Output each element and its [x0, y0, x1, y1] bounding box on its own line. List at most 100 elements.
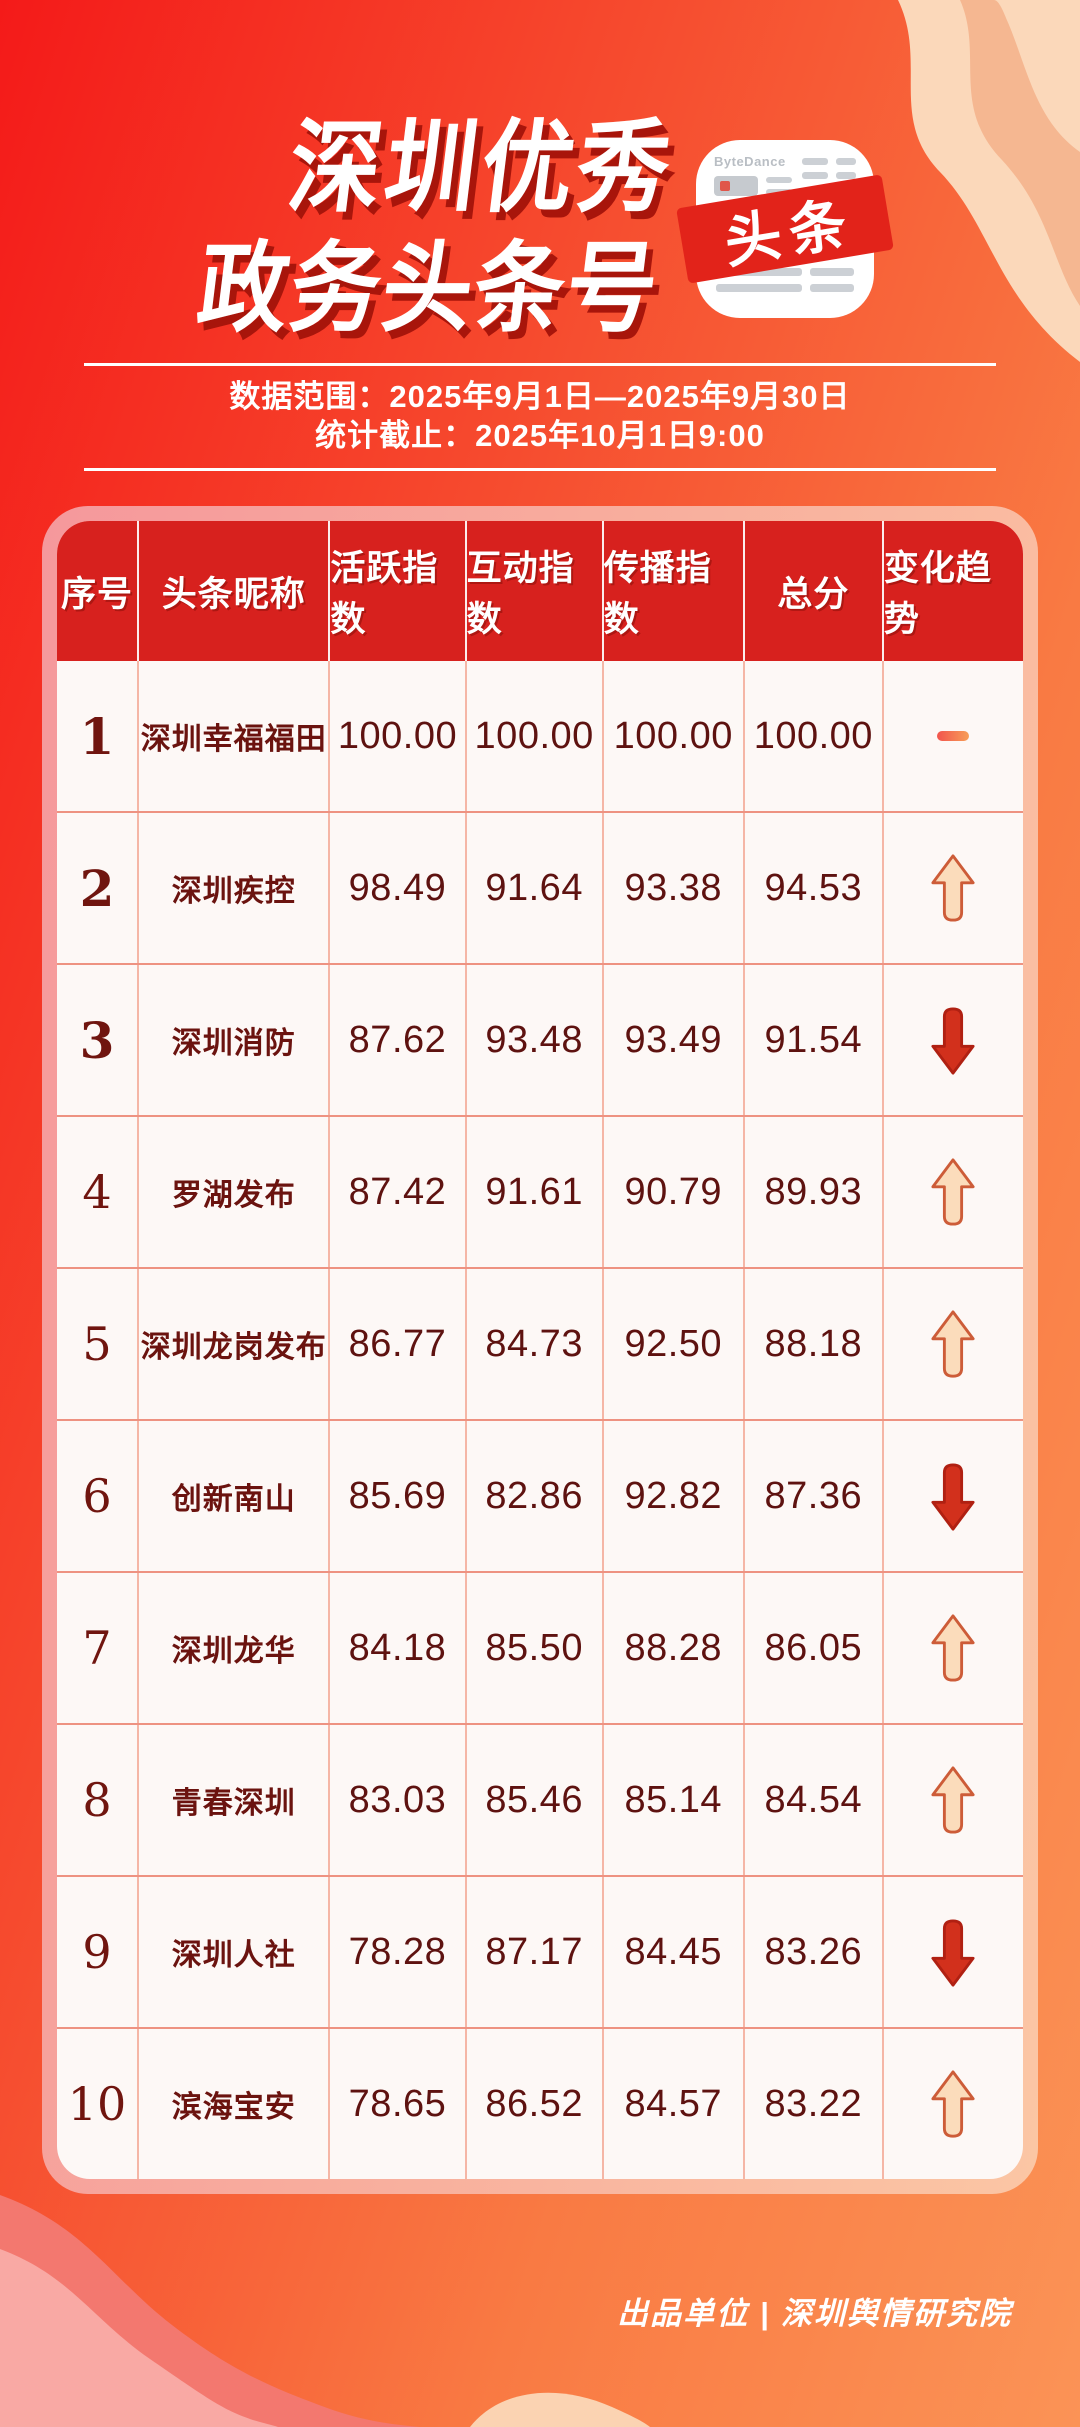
active-index-cell: 83.03	[330, 1725, 467, 1875]
spread-index-cell: 84.45	[604, 1877, 745, 2027]
ranking-table: 序号 头条昵称 活跃指数 互动指数 传播指数 总分 变化趋势 1 深圳幸福福田 100.00 10…	[57, 521, 1023, 2179]
total-score-value: 94.53	[764, 866, 863, 909]
account-name: 深圳幸福福田	[140, 723, 327, 756]
interact-index-value: 93.48	[485, 1018, 583, 1061]
active-index-value: 85.69	[348, 1474, 447, 1517]
total-score-cell: 88.18	[745, 1269, 884, 1419]
table-row: 5 深圳龙岗发布 86.77 84.73 92.50 88.18	[57, 1267, 1023, 1419]
rank-cell: 8	[57, 1725, 140, 1875]
newspaper-line	[802, 172, 828, 180]
active-index-cell: 78.28	[330, 1877, 467, 2027]
name-cell: 深圳人社	[139, 1877, 331, 2027]
spread-index-value: 93.49	[624, 1018, 723, 1061]
spread-index-cell: 85.14	[604, 1725, 745, 1875]
account-name: 深圳人社	[171, 1939, 296, 1972]
total-score-cell: 100.00	[745, 661, 884, 811]
trend-cell	[884, 1269, 1023, 1419]
spread-index-value: 90.79	[624, 1170, 723, 1213]
spread-index-value: 84.45	[624, 1930, 723, 1973]
newspaper-line	[716, 268, 802, 277]
trend-up-icon	[931, 2069, 975, 2138]
newspaper-line	[810, 268, 854, 277]
total-score-value: 87.36	[764, 1474, 863, 1517]
spread-index-value: 85.14	[624, 1778, 723, 1821]
total-score-value: 83.22	[764, 2082, 863, 2125]
trend-down-icon	[931, 1918, 975, 1987]
active-index-cell: 86.77	[330, 1269, 467, 1419]
date-range-text: 数据范围：2025年9月1日—2025年9月30日	[229, 379, 851, 414]
active-index-cell: 87.42	[330, 1117, 467, 1267]
interact-index-cell: 93.48	[467, 965, 604, 1115]
name-cell: 青春深圳	[139, 1725, 331, 1875]
trend-down-icon	[931, 1006, 975, 1075]
trend-up-icon	[931, 1613, 975, 1682]
account-name: 青春深圳	[171, 1787, 296, 1820]
total-score-value: 84.54	[764, 1778, 863, 1821]
table-row: 2 深圳疾控 98.49 91.64 93.38 94.53	[57, 811, 1023, 963]
rank-cell: 10	[57, 2029, 140, 2179]
spread-index-cell: 92.50	[604, 1269, 745, 1419]
active-index-value: 78.65	[348, 2082, 447, 2125]
spread-index-value: 88.28	[624, 1626, 723, 1669]
interact-index-value: 85.50	[485, 1626, 583, 1669]
interact-index-cell: 100.00	[467, 661, 604, 811]
active-index-value: 100.00	[337, 714, 458, 757]
rank-value: 9	[82, 1925, 112, 1979]
total-score-cell: 84.54	[745, 1725, 884, 1875]
table-row: 9 深圳人社 78.28 87.17 84.45 83.26	[57, 1875, 1023, 2027]
rank-cell: 9	[57, 1877, 140, 2027]
table-row: 10 滨海宝安 78.65 86.52 84.57 83.22	[57, 2027, 1023, 2179]
total-score-value: 91.54	[764, 1018, 863, 1061]
date-range-band: 数据范围：2025年9月1日—2025年9月30日 统计截止：2025年10月1…	[84, 363, 996, 471]
account-name: 滨海宝安	[171, 2091, 296, 2124]
name-cell: 罗湖发布	[139, 1117, 331, 1267]
newspaper-line	[766, 177, 792, 184]
name-cell: 深圳龙岗发布	[139, 1269, 331, 1419]
account-name: 深圳疾控	[171, 875, 296, 908]
interact-index-value: 100.00	[474, 714, 594, 757]
rank-value: 1	[79, 706, 115, 766]
page-title: 深圳优秀 政务头条号	[191, 107, 681, 351]
total-score-cell: 86.05	[745, 1573, 884, 1723]
table-body: 1 深圳幸福福田 100.00 100.00 100.00 100.00 2 深圳疾控 98.4…	[57, 661, 1023, 2179]
spread-index-cell: 84.57	[604, 2029, 745, 2179]
spread-index-value: 84.57	[624, 2082, 723, 2125]
table-row: 1 深圳幸福福田 100.00 100.00 100.00 100.00	[57, 661, 1023, 811]
interact-index-value: 86.52	[485, 2082, 583, 2125]
account-name: 创新南山	[171, 1483, 296, 1516]
interact-index-value: 91.64	[485, 866, 583, 909]
spread-index-cell: 93.38	[604, 813, 745, 963]
total-score-value: 83.26	[764, 1930, 863, 1973]
name-cell: 深圳幸福福田	[139, 661, 331, 811]
spread-index-cell: 90.79	[604, 1117, 745, 1267]
rank-cell: 6	[57, 1421, 140, 1571]
table-row: 4 罗湖发布 87.42 91.61 90.79 89.93	[57, 1115, 1023, 1267]
bytedance-brand-label: ByteDance	[714, 154, 786, 170]
column-header: 序号	[57, 521, 140, 661]
table-row: 6 创新南山 85.69 82.86 92.82 87.36	[57, 1419, 1023, 1571]
table-header-row: 序号 头条昵称 活跃指数 互动指数 传播指数 总分 变化趋势	[57, 521, 1023, 661]
active-index-cell: 98.49	[330, 813, 467, 963]
rank-value: 7	[82, 1621, 112, 1675]
newspaper-line	[716, 284, 802, 293]
newspaper-line	[836, 172, 856, 180]
rank-value: 2	[79, 858, 115, 918]
total-score-value: 89.93	[764, 1170, 863, 1213]
interact-index-cell: 91.61	[467, 1117, 604, 1267]
trend-cell	[884, 1725, 1023, 1875]
rank-value: 4	[82, 1165, 112, 1219]
spread-index-cell: 92.82	[604, 1421, 745, 1571]
table-row: 7 深圳龙华 84.18 85.50 88.28 86.05	[57, 1571, 1023, 1723]
rank-value: 8	[82, 1773, 112, 1827]
name-cell: 创新南山	[139, 1421, 331, 1571]
toutiao-ribbon: 头条	[676, 174, 894, 284]
column-header: 总分	[745, 521, 884, 661]
interact-index-cell: 86.52	[467, 2029, 604, 2179]
trend-up-icon	[931, 1309, 975, 1378]
active-index-value: 78.28	[348, 1930, 447, 1973]
title-line-1: 深圳优秀	[282, 112, 681, 225]
account-name: 深圳龙华	[171, 1635, 296, 1668]
interact-index-cell: 87.17	[467, 1877, 604, 2027]
total-score-cell: 83.22	[745, 2029, 884, 2179]
